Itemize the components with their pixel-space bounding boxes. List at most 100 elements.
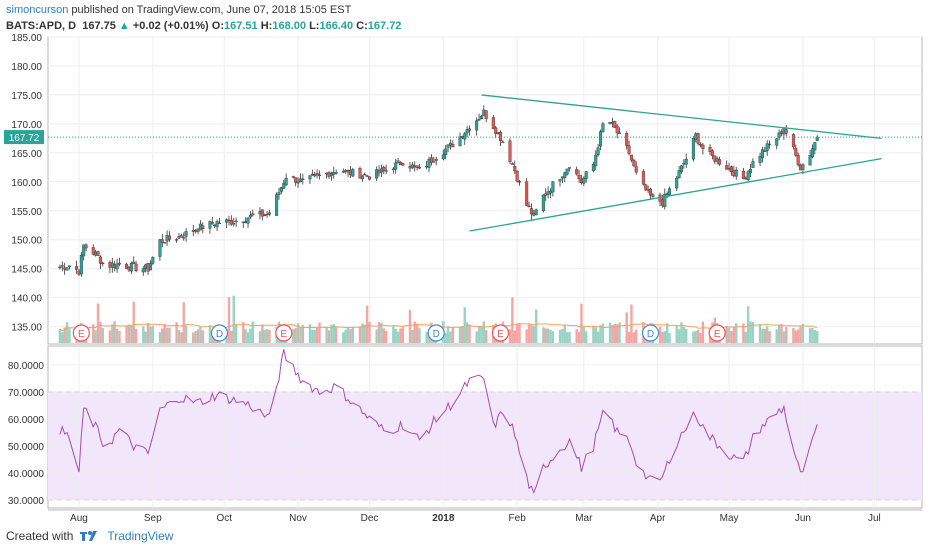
volume-bar [194, 331, 197, 343]
volume-bar [332, 324, 335, 343]
volume-bar [425, 331, 428, 343]
volume-bar [484, 330, 488, 343]
close-value: 167.72 [367, 20, 402, 32]
volume-bar [427, 332, 431, 343]
volume-bar [101, 328, 104, 343]
candle-body [813, 142, 817, 151]
candle-body [315, 173, 319, 176]
candle-body [675, 177, 679, 189]
price-tick-label: 135.00 [11, 323, 42, 334]
candle-body [760, 149, 764, 158]
volume-bar [699, 332, 702, 343]
candle-body [313, 174, 317, 177]
volume-bar [58, 329, 62, 343]
low-label: L: [309, 20, 320, 32]
candle-body [444, 148, 448, 156]
candle-body [699, 144, 703, 146]
symbol-label[interactable]: BATS:APD, D [6, 20, 77, 32]
candle-body [529, 208, 533, 215]
volume-bar [134, 328, 138, 343]
candle-body [701, 144, 705, 149]
price-tick-label: 180.00 [11, 62, 42, 73]
volume-bar [663, 331, 667, 343]
high-label: H: [260, 20, 273, 32]
volume-bar [301, 324, 305, 343]
volume-bar [246, 332, 250, 343]
volume-bar [249, 328, 252, 343]
author-link[interactable]: simoncurson [6, 4, 69, 16]
chart-canvas[interactable]: 185.00 180.00 175.00 170.00 165.00 160.00 155.… [0, 0, 932, 526]
candle-body [160, 239, 164, 243]
volume-bar [244, 329, 247, 343]
candle-body [627, 145, 631, 154]
volume-bar [330, 324, 333, 343]
volume-bar [349, 329, 352, 343]
candle-body [563, 172, 567, 178]
price-tick-label: 145.00 [11, 265, 42, 276]
price-tick-label: 175.00 [11, 91, 42, 102]
dividend-marker-icon [427, 324, 445, 342]
volume-bar [527, 323, 531, 343]
volume-bar [685, 328, 688, 343]
volume-bar [615, 324, 619, 343]
volume-bar [777, 324, 781, 343]
volume-bar [682, 326, 686, 343]
volume-bar [115, 328, 119, 343]
volume-bar [458, 327, 462, 343]
x-tick-label: 2018 [432, 513, 455, 524]
candle-body [575, 169, 579, 175]
volume-bar [568, 331, 571, 343]
volume-bar [746, 306, 750, 343]
candle-body [663, 193, 667, 207]
tradingview-brand-link[interactable]: TradingView [107, 529, 174, 543]
volume-bar [701, 321, 705, 343]
volume-bar [677, 329, 681, 343]
volume-bar [680, 322, 683, 343]
earnings-marker-label: E [280, 329, 287, 340]
candle-body [184, 231, 188, 237]
volume-bar [768, 331, 771, 343]
candle-body [441, 154, 445, 160]
candle-body [465, 129, 469, 134]
volume-bar [232, 295, 235, 343]
volume-bar [292, 329, 295, 343]
candle-body [382, 167, 386, 171]
candle-body [284, 177, 288, 186]
candle-body [746, 171, 750, 181]
volume-bar [732, 326, 736, 343]
volume-bar [449, 331, 452, 343]
candle-body [375, 169, 379, 179]
dividend-marker-icon [210, 324, 229, 342]
candle-body [232, 223, 236, 225]
volume-bar [730, 330, 733, 343]
volume-bar [668, 332, 671, 343]
dividend-marker-label: D [433, 329, 440, 340]
price-tick-label: 140.00 [11, 294, 42, 305]
candle-body [629, 154, 633, 161]
volume-bar [742, 323, 745, 343]
volume-bar [525, 329, 528, 343]
candle-body [644, 184, 648, 191]
candle-body [163, 242, 167, 244]
volume-bar [99, 321, 102, 343]
volume-bar [380, 322, 383, 343]
volume-bar [192, 332, 195, 343]
candle-body [525, 181, 529, 206]
volume-bar [511, 297, 514, 343]
volume-bar [384, 330, 388, 343]
chart-header: simoncurson published on TradingView.com… [6, 2, 926, 34]
volume-bar [808, 328, 812, 343]
volume-bar [175, 322, 178, 343]
candle-body [282, 183, 286, 189]
volume-bar [549, 330, 552, 343]
candle-body [175, 239, 179, 241]
candle-body [334, 172, 338, 174]
volume-bar [592, 326, 595, 343]
candle-body [734, 169, 738, 177]
volume-bar [692, 331, 695, 343]
last-price-tag-label: 167.72 [9, 133, 40, 144]
x-tick-label: Feb [509, 513, 527, 524]
candle-body [729, 166, 733, 172]
candle-body [710, 150, 714, 157]
earnings-marker-icon [708, 324, 726, 342]
